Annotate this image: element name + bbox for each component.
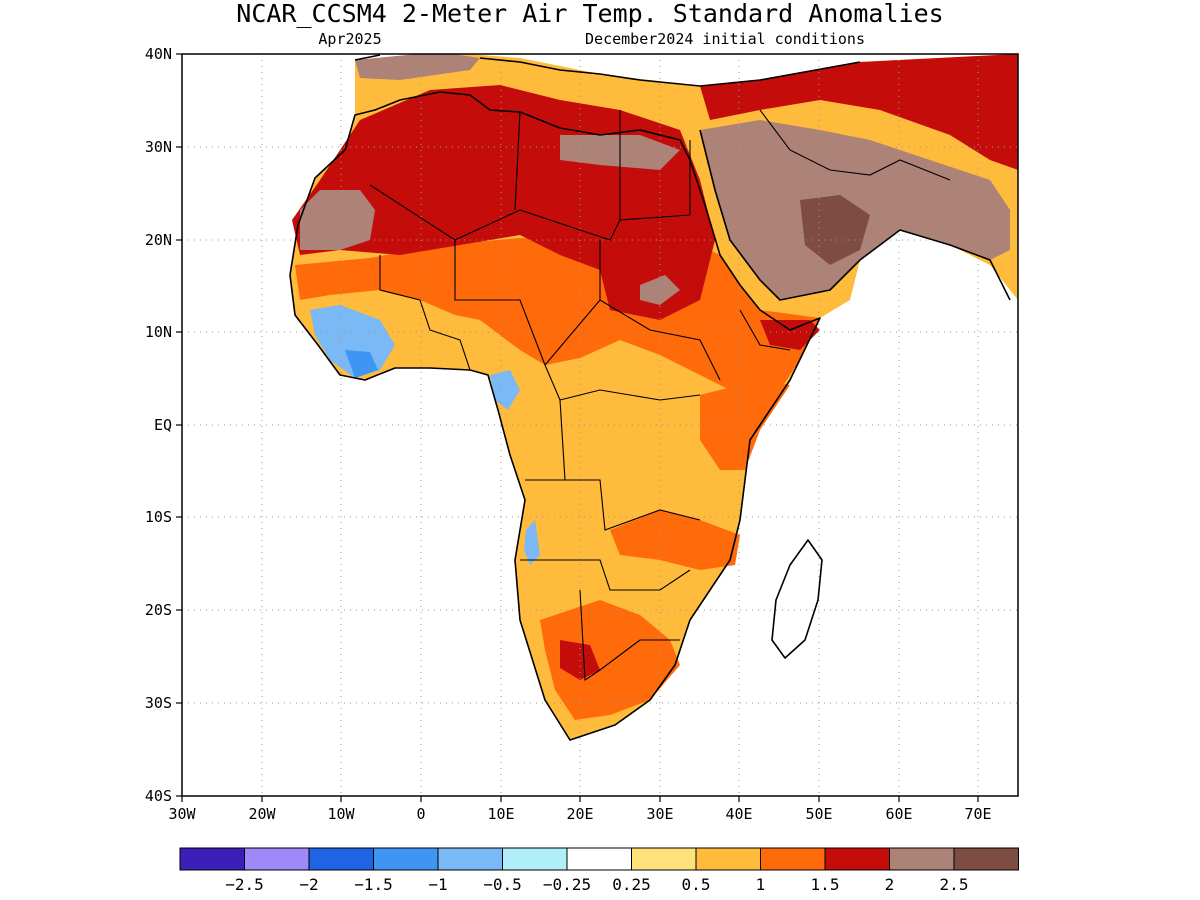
latitude-labels: 40N 30N 20N 10N EQ 10S 20S 30S 40S	[145, 45, 172, 805]
map-title: NCAR_CCSM4 2-Meter Air Temp. Standard An…	[236, 0, 943, 28]
anomaly-field	[290, 54, 1018, 740]
colorbar-swatch	[437, 847, 503, 871]
shade-20-north	[700, 54, 1018, 170]
colorbar: −2.5 −2 −1.5 −1 −0.5 −0.25 0.25 0.5 1 1.5 2 2.5	[179, 847, 1019, 894]
colorbar-swatch	[502, 847, 568, 871]
colorbar-label: 1	[756, 875, 766, 894]
colorbar-swatch	[631, 847, 697, 871]
lat-label: 30N	[145, 138, 172, 156]
madagascar-coastline	[771, 539, 823, 659]
borders	[369, 109, 951, 681]
coastlines	[289, 54, 1011, 741]
lat-label: 20N	[145, 231, 172, 249]
shade-30-arabia	[800, 195, 870, 265]
colorbar-swatch	[953, 847, 1019, 871]
map-panel	[182, 54, 1018, 796]
lat-label: 20S	[145, 601, 172, 619]
lon-label: 30W	[168, 805, 196, 823]
shade-20-horn	[760, 320, 820, 350]
shade-25-maghreb	[355, 54, 480, 80]
shade-neg2-guinea	[345, 350, 378, 378]
colorbar-swatch	[566, 847, 632, 871]
colorbar-label: −0.25	[543, 875, 591, 894]
colorbar-swatch	[308, 847, 374, 871]
lon-label: 40E	[725, 805, 752, 823]
colorbar-label: −1.5	[354, 875, 393, 894]
shade-15-eastcoast	[700, 380, 790, 470]
colorbar-label: 2	[885, 875, 895, 894]
axis-ticks	[176, 53, 979, 802]
colorbar-swatch	[760, 847, 826, 871]
lon-label: 70E	[964, 805, 991, 823]
colorbar-swatch	[695, 847, 761, 871]
colorbar-label: −1	[428, 875, 447, 894]
colorbar-swatch	[179, 847, 245, 871]
lon-label: 50E	[805, 805, 832, 823]
colorbar-label: −2	[299, 875, 318, 894]
colorbar-label: 0.5	[682, 875, 711, 894]
shade-25-westsahara	[300, 190, 375, 250]
graticule	[182, 54, 1018, 796]
lon-label: 0	[416, 805, 425, 823]
lat-label: 10N	[145, 323, 172, 341]
lon-label: 10W	[327, 805, 355, 823]
colorbar-label: 1.5	[811, 875, 840, 894]
colorbar-swatch	[824, 847, 890, 871]
shade-neg-cameroon	[490, 370, 520, 410]
lat-label: 30S	[145, 694, 172, 712]
arabia-coastline	[699, 129, 1011, 301]
initial-conditions: December2024 initial conditions	[585, 30, 865, 48]
lat-label: 10S	[145, 508, 172, 526]
colorbar-label: 0.25	[612, 875, 651, 894]
colorbar-label: −2.5	[225, 875, 264, 894]
lon-label: 60E	[885, 805, 912, 823]
lat-label: 40N	[145, 45, 172, 63]
forecast-month: Apr2025	[318, 30, 381, 48]
shade-25-sudan	[640, 275, 680, 305]
lat-label: EQ	[154, 416, 172, 434]
shade-neg-angola	[524, 520, 540, 565]
lon-label: 10E	[487, 805, 514, 823]
colorbar-label: 2.5	[940, 875, 969, 894]
africa-coastline	[289, 91, 821, 741]
shade-neg-guinea	[310, 305, 395, 378]
longitude-labels: 30W 20W 10W 0 10E 20E 30E 40E 50E 60E 70…	[168, 805, 991, 823]
lon-label: 30E	[646, 805, 673, 823]
lon-label: 20E	[566, 805, 593, 823]
europe-coastline	[354, 54, 861, 87]
shade-15-south	[540, 600, 680, 720]
lat-label: 40S	[145, 787, 172, 805]
colorbar-swatch	[373, 847, 439, 871]
colorbar-swatch	[244, 847, 310, 871]
colorbar-swatch	[889, 847, 955, 871]
colorbar-label: −0.5	[483, 875, 522, 894]
shade-15-central	[610, 510, 740, 570]
lon-label: 20W	[248, 805, 276, 823]
